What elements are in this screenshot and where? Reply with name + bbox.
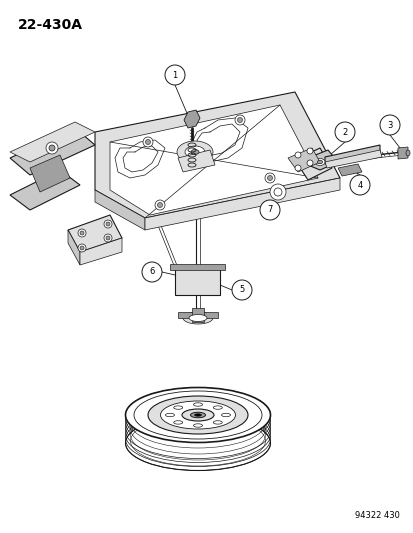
Circle shape: [349, 175, 369, 195]
Polygon shape: [30, 155, 70, 192]
Circle shape: [334, 122, 354, 142]
Polygon shape: [10, 170, 80, 210]
Ellipse shape: [213, 421, 222, 424]
Circle shape: [231, 280, 252, 300]
Ellipse shape: [182, 409, 214, 421]
Polygon shape: [324, 150, 381, 168]
Circle shape: [264, 173, 274, 183]
Circle shape: [267, 175, 272, 181]
Circle shape: [78, 229, 86, 237]
Ellipse shape: [213, 406, 222, 409]
Polygon shape: [175, 268, 219, 295]
Text: 22-430A: 22-430A: [18, 18, 83, 32]
Polygon shape: [294, 148, 331, 180]
Polygon shape: [145, 178, 339, 230]
Circle shape: [235, 115, 244, 125]
Polygon shape: [80, 238, 122, 265]
Circle shape: [145, 140, 150, 144]
Text: 4: 4: [356, 181, 362, 190]
Polygon shape: [397, 147, 407, 159]
Ellipse shape: [177, 141, 212, 163]
Circle shape: [273, 188, 281, 196]
Circle shape: [269, 184, 285, 200]
Polygon shape: [178, 312, 218, 318]
Polygon shape: [287, 148, 319, 172]
Circle shape: [80, 246, 84, 250]
Polygon shape: [68, 215, 122, 252]
Ellipse shape: [190, 149, 199, 155]
Ellipse shape: [165, 413, 174, 417]
Ellipse shape: [190, 412, 205, 418]
Ellipse shape: [405, 150, 409, 156]
Polygon shape: [183, 110, 199, 128]
Circle shape: [237, 117, 242, 123]
Circle shape: [142, 262, 161, 282]
Ellipse shape: [125, 416, 270, 471]
Text: 2: 2: [342, 127, 347, 136]
Polygon shape: [95, 92, 339, 218]
Circle shape: [165, 65, 185, 85]
Ellipse shape: [125, 387, 270, 442]
Ellipse shape: [189, 314, 206, 321]
Ellipse shape: [194, 414, 201, 416]
Text: 1: 1: [172, 70, 177, 79]
Polygon shape: [170, 264, 224, 270]
Polygon shape: [10, 122, 95, 162]
Circle shape: [294, 152, 300, 158]
Polygon shape: [68, 230, 80, 265]
Ellipse shape: [193, 403, 202, 406]
Ellipse shape: [183, 312, 212, 324]
Circle shape: [154, 200, 165, 210]
Circle shape: [46, 142, 58, 154]
Circle shape: [294, 165, 300, 171]
Circle shape: [49, 145, 55, 151]
Circle shape: [80, 231, 84, 235]
Polygon shape: [178, 150, 214, 172]
Ellipse shape: [185, 146, 204, 158]
Ellipse shape: [317, 160, 322, 164]
Circle shape: [106, 236, 110, 240]
Ellipse shape: [160, 401, 235, 429]
Text: 5: 5: [239, 286, 244, 295]
Polygon shape: [95, 190, 145, 230]
Text: 3: 3: [387, 120, 392, 130]
Ellipse shape: [314, 158, 324, 166]
Polygon shape: [324, 145, 379, 164]
Polygon shape: [110, 105, 317, 215]
Circle shape: [306, 160, 312, 166]
Circle shape: [157, 203, 162, 207]
Text: 6: 6: [149, 268, 154, 277]
Polygon shape: [337, 164, 361, 176]
Text: 94322 430: 94322 430: [354, 511, 399, 520]
Ellipse shape: [193, 424, 202, 427]
Circle shape: [259, 200, 279, 220]
Circle shape: [104, 220, 112, 228]
Circle shape: [104, 234, 112, 242]
Polygon shape: [192, 308, 204, 322]
Circle shape: [78, 244, 86, 252]
Polygon shape: [10, 128, 95, 175]
Text: 7: 7: [267, 206, 272, 214]
Circle shape: [142, 137, 153, 147]
Ellipse shape: [173, 406, 182, 409]
Circle shape: [106, 222, 110, 226]
Ellipse shape: [147, 396, 247, 434]
Ellipse shape: [221, 413, 230, 417]
Circle shape: [306, 148, 312, 154]
Ellipse shape: [173, 421, 182, 424]
Polygon shape: [307, 150, 337, 170]
Circle shape: [379, 115, 399, 135]
Ellipse shape: [134, 391, 261, 439]
